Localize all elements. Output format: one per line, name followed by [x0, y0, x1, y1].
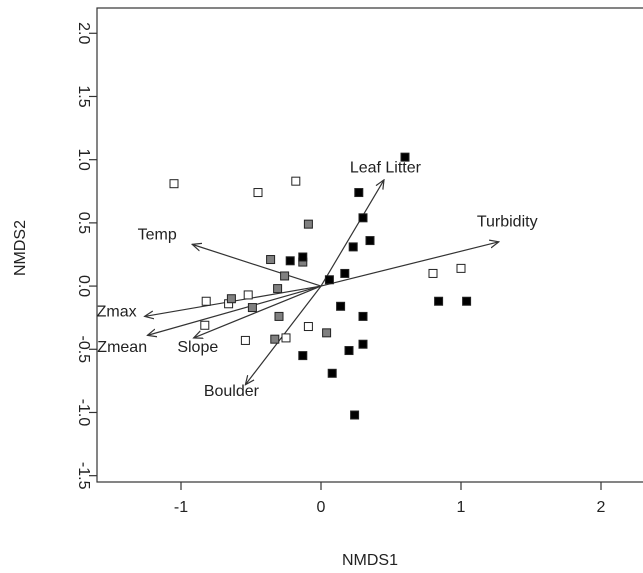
scatter-point — [456, 263, 466, 273]
scatter-point — [336, 301, 346, 311]
scatter-point — [266, 255, 276, 265]
y-tick-label: 1.0 — [75, 149, 92, 171]
scatter-point — [281, 333, 291, 343]
scatter-point — [365, 236, 375, 246]
vector-label: Slope — [177, 339, 218, 356]
scatter-point — [274, 311, 284, 321]
scatter-point — [462, 296, 472, 306]
scatter-point — [324, 275, 334, 285]
scatter-point — [169, 179, 179, 189]
x-tick-label: 0 — [317, 499, 326, 516]
scatter-point — [400, 152, 410, 162]
scatter-point — [273, 284, 283, 294]
scatter-point — [200, 320, 210, 330]
scatter-point — [298, 252, 308, 262]
scatter-point — [240, 335, 250, 345]
vector-arrow — [147, 285, 322, 335]
vector-arrow — [320, 180, 384, 287]
y-tick-label: -0.5 — [75, 335, 92, 363]
vector-arrow — [320, 242, 499, 287]
scatter-point — [285, 256, 295, 266]
vector-label: Leaf Litter — [350, 159, 422, 176]
vector-label: Temp — [138, 226, 177, 243]
scatter-point — [428, 268, 438, 278]
scatter-point — [291, 176, 301, 186]
x-tick-label: -1 — [174, 499, 188, 516]
y-tick-label: 1.5 — [75, 85, 92, 107]
scatter-point — [303, 322, 313, 332]
vector-label: Boulder — [204, 383, 260, 400]
y-tick-label: 0.0 — [75, 275, 92, 297]
x-tick-label: 2 — [597, 499, 606, 516]
scatter-point — [350, 410, 360, 420]
y-tick-label: -1.0 — [75, 399, 92, 427]
scatter-point — [253, 188, 263, 198]
vector-label: Zmean — [97, 339, 147, 356]
scatter-point — [243, 290, 253, 300]
scatter-point — [348, 242, 358, 252]
scatter-point — [322, 328, 332, 338]
vector-arrow — [192, 244, 322, 287]
y-tick-label: 0.5 — [75, 212, 92, 234]
vector-arrow — [194, 285, 322, 338]
scatter-point — [327, 368, 337, 378]
vector-label: Turbidity — [477, 214, 538, 231]
scatter-point — [358, 213, 368, 223]
scatter-point — [247, 303, 257, 313]
scatter-point — [280, 271, 290, 281]
scatter-point — [201, 296, 211, 306]
scatter-point — [340, 268, 350, 278]
scatter-point — [298, 351, 308, 361]
x-tick-label: 1 — [457, 499, 466, 516]
scatter-point — [434, 296, 444, 306]
scatter-point — [303, 219, 313, 229]
y-tick-label: 2.0 — [75, 22, 92, 44]
scatter-point — [344, 346, 354, 356]
plot-frame-border — [96, 7, 643, 483]
y-axis-title: NMDS2 — [12, 220, 29, 276]
scatter-point — [358, 339, 368, 349]
scatter-point — [226, 294, 236, 304]
y-tick-label: -1.5 — [75, 462, 92, 490]
scatter-point — [270, 334, 280, 344]
x-axis-title: NMDS1 — [342, 552, 398, 569]
scatter-point — [354, 188, 364, 198]
scatter-point — [358, 311, 368, 321]
vector-label: Zmax — [97, 303, 137, 320]
